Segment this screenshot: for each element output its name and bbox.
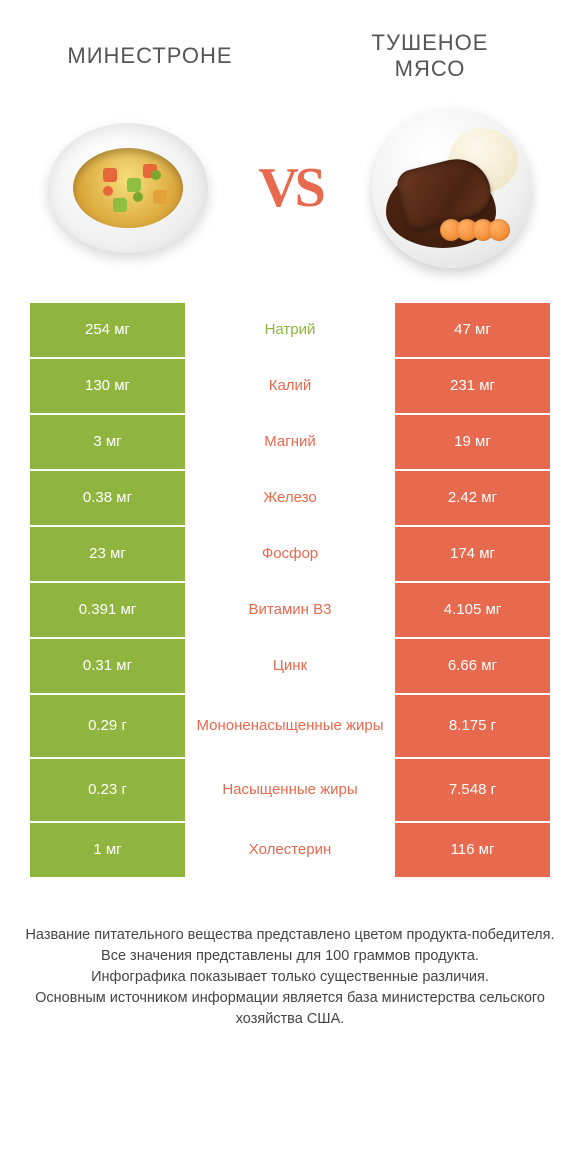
table-row: 0.38 мгЖелезо2.42 мг <box>30 471 550 525</box>
table-row: 254 мгНатрий47 мг <box>30 303 550 357</box>
table-row: 130 мгКалий231 мг <box>30 359 550 413</box>
vs-label: VS <box>258 156 322 220</box>
table-row: 0.31 мгЦинк6.66 мг <box>30 639 550 693</box>
nutrient-label: Калий <box>185 359 395 413</box>
left-value: 0.29 г <box>30 695 185 757</box>
table-row: 23 мгФосфор174 мг <box>30 527 550 581</box>
right-value: 19 мг <box>395 415 550 469</box>
footer-line-2: Все значения представлены для 100 граммо… <box>22 946 558 967</box>
nutrient-label: Насыщенные жиры <box>185 759 395 821</box>
nutrient-label: Натрий <box>185 303 395 357</box>
right-value: 174 мг <box>395 527 550 581</box>
left-food-title: МИНЕСТРОНЕ <box>10 43 290 69</box>
left-value: 130 мг <box>30 359 185 413</box>
nutrient-label: Железо <box>185 471 395 525</box>
soup-bowl-icon <box>48 123 208 253</box>
comparison-table: 254 мгНатрий47 мг130 мгКалий231 мг3 мгМа… <box>0 303 580 877</box>
left-value: 0.38 мг <box>30 471 185 525</box>
footer-line-3: Инфографика показывает только существенн… <box>22 967 558 988</box>
footer-line-4: Основным источником информации является … <box>22 988 558 1030</box>
left-value: 0.391 мг <box>30 583 185 637</box>
right-value: 116 мг <box>395 823 550 877</box>
left-value: 0.31 мг <box>30 639 185 693</box>
nutrient-label: Магний <box>185 415 395 469</box>
left-value: 23 мг <box>30 527 185 581</box>
left-value: 3 мг <box>30 415 185 469</box>
table-row: 1 мгХолестерин116 мг <box>30 823 550 877</box>
header: МИНЕСТРОНЕ ТУШЕНОЕ МЯСО <box>0 0 580 93</box>
right-food-title: ТУШЕНОЕ МЯСО <box>290 30 570 83</box>
meat-plate-icon <box>372 108 532 268</box>
left-value: 1 мг <box>30 823 185 877</box>
left-value: 254 мг <box>30 303 185 357</box>
table-row: 0.23 гНасыщенные жиры7.548 г <box>30 759 550 821</box>
footer-notes: Название питательного вещества представл… <box>0 879 580 1030</box>
table-row: 0.29 гМононенасыщенные жиры8.175 г <box>30 695 550 757</box>
right-food-title-line2: МЯСО <box>395 56 466 81</box>
right-value: 47 мг <box>395 303 550 357</box>
images-row: VS <box>0 93 580 303</box>
table-row: 0.391 мгВитамин B34.105 мг <box>30 583 550 637</box>
nutrient-label: Мононенасыщенные жиры <box>185 695 395 757</box>
table-row: 3 мгМагний19 мг <box>30 415 550 469</box>
nutrient-label: Фосфор <box>185 527 395 581</box>
nutrient-label: Холестерин <box>185 823 395 877</box>
left-food-image <box>43 103 213 273</box>
right-food-title-line1: ТУШЕНОЕ <box>372 30 489 55</box>
right-food-image <box>367 103 537 273</box>
right-value: 6.66 мг <box>395 639 550 693</box>
nutrient-label: Витамин B3 <box>185 583 395 637</box>
nutrient-label: Цинк <box>185 639 395 693</box>
right-value: 4.105 мг <box>395 583 550 637</box>
footer-line-1: Название питательного вещества представл… <box>22 925 558 946</box>
right-value: 7.548 г <box>395 759 550 821</box>
right-value: 8.175 г <box>395 695 550 757</box>
right-value: 2.42 мг <box>395 471 550 525</box>
right-value: 231 мг <box>395 359 550 413</box>
left-value: 0.23 г <box>30 759 185 821</box>
